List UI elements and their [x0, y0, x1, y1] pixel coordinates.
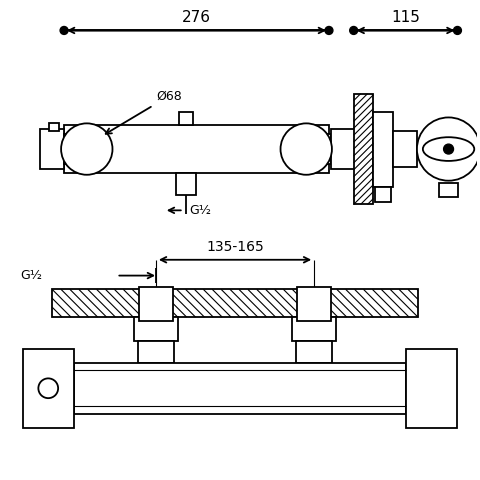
- Bar: [139, 288, 173, 321]
- Bar: [64, 125, 329, 173]
- Bar: [393, 131, 417, 167]
- Text: Ø68: Ø68: [106, 90, 182, 134]
- Circle shape: [417, 118, 480, 180]
- Bar: [292, 317, 336, 341]
- Bar: [331, 129, 355, 169]
- Text: G½: G½: [21, 269, 43, 282]
- Text: 115: 115: [391, 10, 420, 24]
- Ellipse shape: [423, 137, 474, 161]
- Circle shape: [280, 123, 332, 175]
- Circle shape: [61, 123, 112, 175]
- Text: 276: 276: [182, 10, 211, 24]
- Circle shape: [454, 26, 461, 35]
- Circle shape: [350, 26, 358, 35]
- Bar: [23, 349, 74, 428]
- Bar: [179, 111, 192, 125]
- Bar: [64, 134, 74, 164]
- Bar: [297, 288, 331, 321]
- Bar: [49, 123, 59, 131]
- Bar: [138, 341, 174, 362]
- Circle shape: [60, 26, 68, 35]
- Bar: [74, 362, 406, 414]
- Circle shape: [444, 144, 454, 154]
- Text: G½: G½: [190, 204, 212, 217]
- Circle shape: [325, 26, 333, 35]
- Text: 135-165: 135-165: [206, 240, 264, 254]
- Bar: [354, 94, 373, 204]
- Bar: [375, 187, 391, 203]
- Bar: [373, 111, 393, 187]
- Bar: [134, 317, 178, 341]
- Bar: [296, 341, 332, 362]
- Bar: [321, 134, 331, 164]
- Circle shape: [38, 378, 58, 398]
- Bar: [52, 289, 418, 317]
- Bar: [406, 349, 457, 428]
- Bar: [40, 129, 64, 169]
- Bar: [176, 173, 195, 194]
- Bar: [439, 183, 458, 196]
